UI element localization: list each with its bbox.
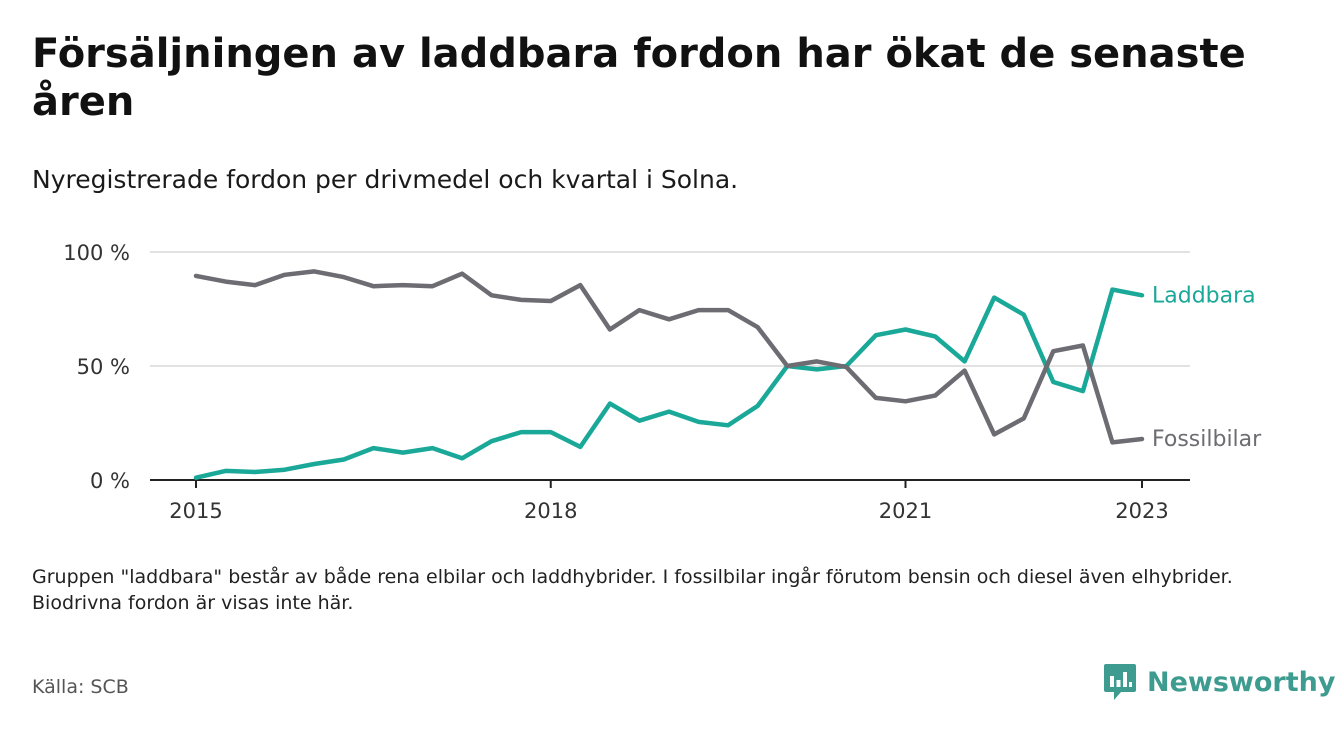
chart-subtitle: Nyregistrerade fordon per drivmedel och … xyxy=(32,165,739,194)
axes: 0 % 50 % 100 % 2015 2018 2021 2023 xyxy=(63,241,1190,523)
x-tick-label: 2023 xyxy=(1115,499,1168,523)
series-label-fossilbilar: Fossilbilar xyxy=(1152,427,1262,452)
series-line-fossilbilar xyxy=(193,269,1145,445)
y-tick-label: 0 % xyxy=(90,469,130,493)
footnote: Gruppen "laddbara" består av både rena e… xyxy=(32,566,1233,614)
gridlines xyxy=(150,251,1190,367)
series-label-laddbara: Laddbara xyxy=(1152,283,1256,308)
x-tick-label: 2021 xyxy=(879,499,932,523)
x-tick-label: 2018 xyxy=(524,499,577,523)
brand-name: Newsworthy xyxy=(1147,666,1336,698)
y-tick-label: 100 % xyxy=(63,241,130,265)
source-label: Källa: SCB xyxy=(32,676,129,698)
newsworthy-logo-icon xyxy=(1104,664,1136,700)
y-tick-label: 50 % xyxy=(77,355,130,379)
series-lines xyxy=(193,269,1145,480)
series-labels: Laddbara Fossilbilar xyxy=(1152,283,1262,452)
chart-title: Försäljningen av laddbara fordon har öka… xyxy=(32,31,1246,125)
series-line-laddbara xyxy=(193,287,1145,480)
line-chart: 0 % 50 % 100 % 2015 2018 2021 2023 Laddbara Fos… xyxy=(63,241,1262,523)
x-tick-label: 2015 xyxy=(169,499,222,523)
brand-logo[interactable]: Newsworthy xyxy=(1103,662,1335,702)
